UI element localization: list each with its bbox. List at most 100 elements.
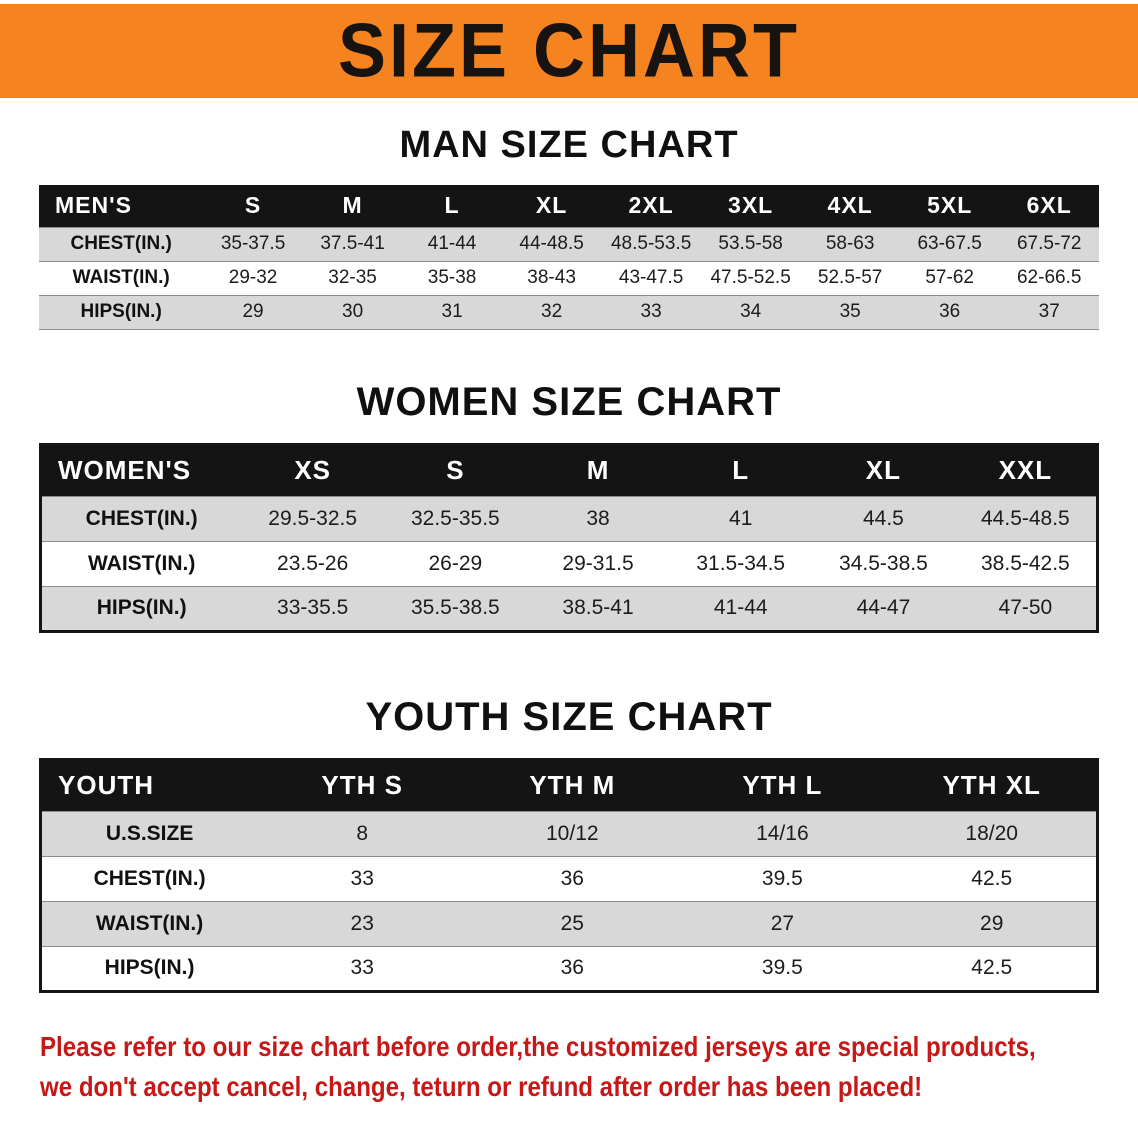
size-header-cell: 5XL — [899, 185, 1000, 227]
value-cell: 47-50 — [998, 596, 1053, 619]
value-cell: 43-47.5 — [618, 267, 684, 288]
value-cell: 33 — [350, 866, 374, 890]
value-cell: 41-44 — [427, 233, 477, 254]
table-row: CHEST(IN.) 33 36 39.5 42.5 — [40, 856, 1098, 901]
size-header-cell: XL — [501, 185, 602, 227]
value-cell: 18/20 — [965, 821, 1018, 845]
size-header-cell: 2XL — [601, 185, 701, 227]
value-cell: 33 — [640, 301, 662, 322]
men-size-section: MAN SIZE CHART MEN'S S M L XL 2XL 3XL 4XL 5XL 6XL… — [0, 124, 1138, 330]
value-cell: 29-32 — [228, 267, 278, 288]
value-cell: 10/12 — [546, 821, 599, 845]
value-cell: 36 — [560, 956, 584, 979]
value-cell: 44.5 — [862, 506, 904, 530]
youth-size-section: YOUTH SIZE CHART YOUTH YTH S YTH M YTH L YTH… — [0, 695, 1138, 993]
size-header-cell: YTH S — [257, 759, 468, 811]
value-cell: 33 — [350, 956, 374, 979]
row-label-cell: HIPS(IN.) — [80, 301, 162, 322]
value-cell: 38-43 — [527, 267, 576, 288]
table-row: HIPS(IN.) 29 30 31 32 33 34 35 36 37 — [39, 295, 1099, 329]
table-row: WAIST(IN.) 23.5-26 26-29 29-31.5 31.5-34.5 34… — [40, 541, 1098, 586]
value-cell: 37 — [1038, 301, 1060, 322]
value-cell: 62-66.5 — [1016, 267, 1082, 288]
size-header-cell: XS — [241, 444, 385, 496]
note-line-1: Please refer to our size chart before or… — [40, 1030, 1036, 1062]
value-cell: 37.5-41 — [320, 233, 385, 254]
value-cell: 32.5-35.5 — [410, 506, 500, 530]
value-cell: 36 — [560, 866, 584, 890]
value-cell: 30 — [342, 301, 364, 322]
size-header-cell: S — [203, 185, 303, 227]
size-header-cell: M — [302, 185, 403, 227]
value-cell: 44.5-48.5 — [981, 506, 1070, 530]
size-header-cell: YTH L — [677, 759, 888, 811]
row-label-cell: WAIST(IN.) — [88, 551, 196, 575]
value-cell: 42.5 — [971, 956, 1013, 979]
women-size-section: WOMEN SIZE CHART WOMEN'S XS S M L XL XXL CHEST(… — [0, 380, 1138, 633]
men-section-heading: MAN SIZE CHART — [399, 124, 739, 166]
value-cell: 41-44 — [713, 596, 768, 619]
row-label-cell: HIPS(IN.) — [96, 596, 187, 619]
value-cell: 35-38 — [427, 267, 477, 288]
table-row: CHEST(IN.) 29.5-32.5 32.5-35.5 38 41 44.5 44.5… — [40, 496, 1098, 541]
value-cell: 29 — [242, 301, 264, 322]
table-row: HIPS(IN.) 33-35.5 35.5-38.5 38.5-41 41-44 44-… — [40, 586, 1098, 631]
table-title-cell: YOUTH — [40, 759, 258, 811]
value-cell: 35 — [839, 301, 861, 322]
value-cell: 38.5-42.5 — [981, 551, 1070, 575]
value-cell: 67.5-72 — [1016, 233, 1082, 254]
value-cell: 35.5-38.5 — [410, 596, 500, 619]
value-cell: 34.5-38.5 — [839, 551, 928, 575]
table-header-row: WOMEN'S XS S M L XL XXL — [40, 444, 1098, 496]
value-cell: 32 — [541, 301, 563, 322]
size-header-cell: L — [402, 185, 502, 227]
value-cell: 34 — [740, 301, 762, 322]
value-cell: 32-35 — [328, 267, 377, 288]
size-header-cell: YTH XL — [887, 759, 1098, 811]
disclaimer-note: Please refer to our size chart before or… — [40, 1027, 1138, 1107]
value-cell: 47.5-52.5 — [710, 267, 791, 288]
value-cell: 36 — [939, 301, 961, 322]
banner: SIZE CHART — [0, 4, 1138, 98]
banner-title: SIZE CHART — [338, 8, 800, 94]
women-section-heading: WOMEN SIZE CHART — [356, 379, 782, 424]
value-cell: 57-62 — [925, 267, 974, 288]
value-cell: 52.5-57 — [817, 267, 883, 288]
row-label-cell: WAIST(IN.) — [72, 267, 170, 288]
value-cell: 38.5-41 — [562, 596, 634, 619]
value-cell: 29 — [980, 911, 1004, 935]
value-cell: 44-47 — [856, 596, 911, 619]
value-cell: 25 — [560, 911, 584, 935]
size-header-cell: YTH M — [467, 759, 678, 811]
value-cell: 23 — [350, 911, 374, 935]
value-cell: 8 — [356, 821, 369, 845]
row-label-cell: U.S.SIZE — [105, 821, 194, 845]
value-cell: 44-48.5 — [519, 233, 584, 254]
value-cell: 31 — [441, 301, 463, 322]
size-chart-page: SIZE CHART MAN SIZE CHART MEN'S S M L XL 2XL 3… — [0, 4, 1138, 1107]
value-cell: 27 — [770, 911, 795, 935]
size-header-cell: S — [384, 444, 527, 496]
row-label-cell: CHEST(IN.) — [85, 506, 198, 530]
women-size-table: WOMEN'S XS S M L XL XXL CHEST(IN.) 29.5-32.5 32.5… — [39, 442, 1099, 633]
value-cell: 31.5-34.5 — [696, 551, 786, 575]
table-row: CHEST(IN.) 35-37.5 37.5-41 41-44 44-48.5 48.5… — [39, 227, 1099, 261]
table-title-cell: WOMEN'S — [40, 444, 242, 496]
value-cell: 26-29 — [428, 551, 483, 575]
size-header-cell: 3XL — [700, 185, 801, 227]
value-cell: 29-31.5 — [562, 551, 634, 575]
youth-section-heading: YOUTH SIZE CHART — [365, 694, 773, 739]
size-header-cell: M — [526, 444, 670, 496]
size-header-cell: L — [669, 444, 813, 496]
value-cell: 39.5 — [761, 956, 803, 979]
value-cell: 35-37.5 — [220, 233, 286, 254]
note-line-2: we don't accept cancel, change, teturn o… — [40, 1070, 923, 1102]
value-cell: 53.5-58 — [718, 233, 783, 254]
table-header-row: YOUTH YTH S YTH M YTH L YTH XL — [40, 759, 1098, 811]
row-label-cell: HIPS(IN.) — [104, 956, 195, 979]
value-cell: 38 — [586, 506, 610, 530]
value-cell: 48.5-53.5 — [610, 233, 692, 254]
value-cell: 63-67.5 — [917, 233, 982, 254]
table-row: WAIST(IN.) 29-32 32-35 35-38 38-43 43-47.5 47.… — [39, 261, 1099, 295]
value-cell: 23.5-26 — [277, 551, 349, 575]
